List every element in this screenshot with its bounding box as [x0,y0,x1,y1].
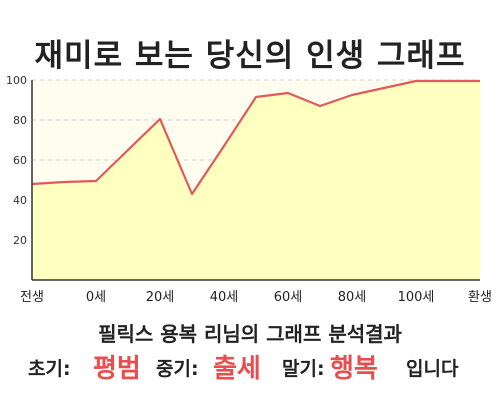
x-tick-label: 100세 [398,290,435,305]
middle-value: 출세 [213,354,261,384]
life-area [32,81,480,280]
x-tick-label: 환생 [468,290,492,305]
early-value: 평범 [93,354,141,384]
chart-title: 재미로 보는 당신의 인생 그래프 [34,38,466,74]
y-tick-labels: 20 40 60 80 100 [6,74,27,247]
analysis-heading: 필릭스 용복 리님의 그래프 분석결과 [98,322,402,346]
middle-label: 중기: [156,358,199,380]
y-tick-label: 60 [13,154,27,167]
y-tick-label: 20 [13,234,27,247]
x-tick-label: 80세 [338,290,367,305]
late-label: 말기: [282,358,325,380]
ending-text: 입니다 [406,358,459,380]
life-line [31,79,480,196]
late-value: 행복 [330,354,378,384]
x-tick-label: 60세 [274,290,303,305]
x-tick-label: 전생 [20,290,44,305]
y-tick-label: 40 [13,194,27,207]
x-tick-label: 40세 [210,290,239,305]
early-label: 초기: [28,358,71,380]
y-tick-label: 100 [6,74,27,87]
analysis-result: 초기: 평범 중기: 출세 말기: 행복 입니다 [28,346,488,386]
x-tick-labels: 전생 0세 20세 40세 60세 80세 100세 환생 [20,290,492,305]
x-tick-label: 20세 [146,290,175,305]
x-tick-label: 0세 [86,290,106,305]
y-tick-label: 80 [13,114,27,127]
